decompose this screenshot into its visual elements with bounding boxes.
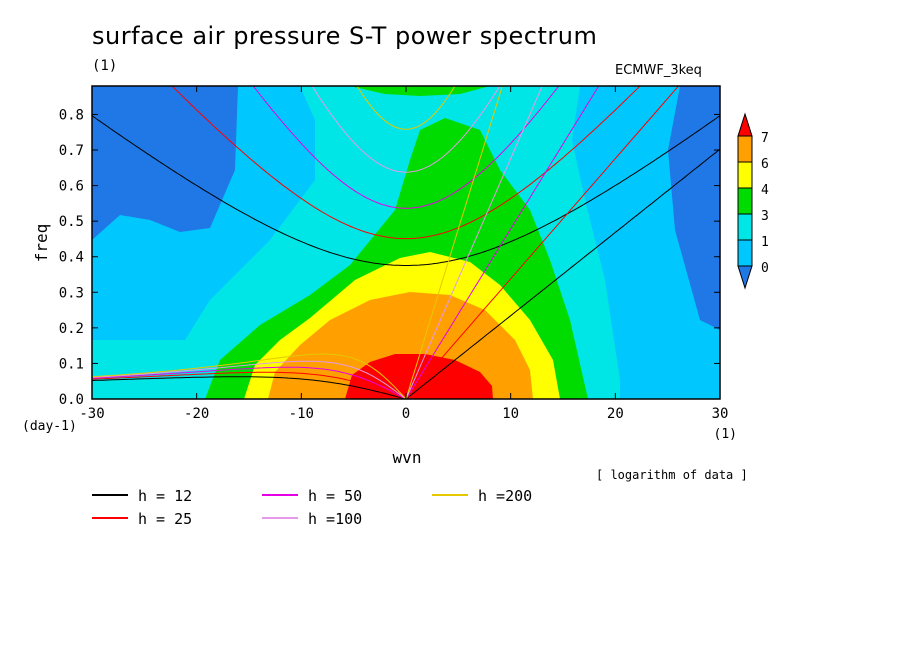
fill-level-3-top [350, 86, 490, 96]
legend-label: h = 12 [138, 487, 192, 505]
curve-rossby-h200 [92, 353, 407, 399]
x-tick-label: 30 [712, 406, 729, 422]
curve-kelvin-h200 [405, 86, 503, 399]
y-tick-label: 0.2 [59, 321, 84, 337]
colorbar-label: 3 [761, 209, 769, 224]
colorbar-segment [737, 135, 753, 163]
curve-kelvin-h100 [405, 86, 543, 399]
colorbar-cap-bottom [737, 265, 753, 290]
curve-kelvin-h50 [405, 86, 600, 399]
colorbar-segment [737, 187, 753, 215]
colorbar-segment [737, 213, 753, 241]
colorbar: 7 6 4 3 1 0 [737, 112, 769, 290]
colorbar-segment [737, 239, 753, 267]
colorbar-label: 7 [761, 131, 769, 146]
x-tick-label: 0 [402, 406, 410, 422]
curve-gravity-h50 [252, 86, 560, 209]
colorbar-segment [737, 161, 753, 189]
curve-rossby-h12 [92, 376, 407, 399]
colorbar-label: 6 [761, 157, 769, 172]
curve-kelvin-h25 [405, 86, 680, 399]
contour-fills [92, 86, 720, 399]
curve-gravity-h25 [171, 86, 641, 240]
curve-kelvin-h12 [405, 148, 720, 399]
dispersion-curves [92, 86, 720, 399]
y-tick-label: 0.8 [59, 107, 84, 123]
data-note: [ logarithm of data ] [596, 468, 748, 482]
y-tick-label: 0.0 [59, 392, 84, 408]
x-tick-label: -30 [79, 406, 104, 422]
y-tick-label: 0.7 [59, 143, 84, 159]
legend-label: h =200 [478, 487, 532, 505]
chart-subtitle: (1) [92, 58, 118, 74]
legend-label: h = 25 [138, 510, 192, 528]
y-axis-label: freq [32, 224, 51, 263]
legend-label: h = 50 [308, 487, 362, 505]
colorbar-label: 0 [761, 261, 769, 276]
curve-gravity-h200 [356, 86, 456, 130]
x-tick-label: 20 [607, 406, 624, 422]
legend: h = 12 h = 25 h = 50 h =100 h =200 [92, 487, 532, 528]
curve-gravity-h12 [92, 115, 720, 266]
y-tick-label: 0.1 [59, 356, 84, 372]
y-unit-label: (day-1) [22, 419, 77, 434]
curve-rossby-h100 [92, 360, 407, 399]
y-tick-label: 0.6 [59, 179, 84, 195]
y-tick-label: 0.4 [59, 250, 84, 266]
x-unit-label: (1) [714, 427, 737, 442]
curve-rossby-h50 [92, 366, 407, 399]
x-tick-label: 10 [502, 406, 519, 422]
x-tick-label: -20 [184, 406, 209, 422]
x-axis-label: wvn [393, 448, 422, 467]
curve-gravity-h100 [311, 86, 501, 173]
colorbar-label: 1 [761, 235, 769, 250]
legend-label: h =100 [308, 510, 362, 528]
chart-title: surface air pressure S-T power spectrum [92, 22, 598, 50]
source-label: ECMWF_3keq [615, 63, 702, 78]
colorbar-cap-top [737, 112, 753, 137]
fill-level-6 [345, 354, 493, 399]
axes: -30 -20 -10 0 10 20 30 0.0 0.1 0.2 0.3 0.4 0.5 0.6 0.7… [22, 86, 737, 467]
y-tick-label: 0.3 [59, 285, 84, 301]
x-tick-label: -10 [289, 406, 314, 422]
colorbar-label: 4 [761, 183, 769, 198]
y-tick-label: 0.5 [59, 214, 84, 230]
curve-rossby-h25 [92, 371, 407, 399]
